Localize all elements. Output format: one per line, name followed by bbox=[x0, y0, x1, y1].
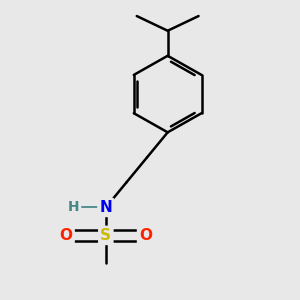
Text: O: O bbox=[60, 228, 73, 243]
Text: O: O bbox=[139, 228, 152, 243]
Text: S: S bbox=[100, 228, 111, 243]
Text: N: N bbox=[100, 200, 112, 215]
Text: H: H bbox=[68, 200, 79, 214]
